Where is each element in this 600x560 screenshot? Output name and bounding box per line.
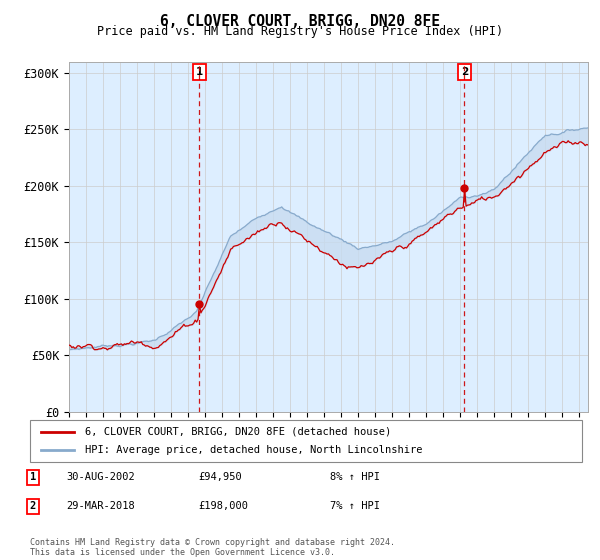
Text: HPI: Average price, detached house, North Lincolnshire: HPI: Average price, detached house, Nort… bbox=[85, 445, 422, 455]
Text: 2: 2 bbox=[461, 67, 468, 77]
FancyBboxPatch shape bbox=[30, 420, 582, 462]
Text: Contains HM Land Registry data © Crown copyright and database right 2024.
This d: Contains HM Land Registry data © Crown c… bbox=[30, 538, 395, 557]
Text: £94,950: £94,950 bbox=[198, 472, 242, 482]
Text: £198,000: £198,000 bbox=[198, 501, 248, 511]
Text: 8% ↑ HPI: 8% ↑ HPI bbox=[330, 472, 380, 482]
Text: 29-MAR-2018: 29-MAR-2018 bbox=[66, 501, 135, 511]
Text: 2: 2 bbox=[30, 501, 36, 511]
Text: Price paid vs. HM Land Registry's House Price Index (HPI): Price paid vs. HM Land Registry's House … bbox=[97, 25, 503, 38]
Text: 1: 1 bbox=[30, 472, 36, 482]
Text: 6, CLOVER COURT, BRIGG, DN20 8FE (detached house): 6, CLOVER COURT, BRIGG, DN20 8FE (detach… bbox=[85, 427, 391, 437]
Text: 7% ↑ HPI: 7% ↑ HPI bbox=[330, 501, 380, 511]
Text: 6, CLOVER COURT, BRIGG, DN20 8FE: 6, CLOVER COURT, BRIGG, DN20 8FE bbox=[160, 14, 440, 29]
Text: 1: 1 bbox=[196, 67, 203, 77]
Text: 30-AUG-2002: 30-AUG-2002 bbox=[66, 472, 135, 482]
